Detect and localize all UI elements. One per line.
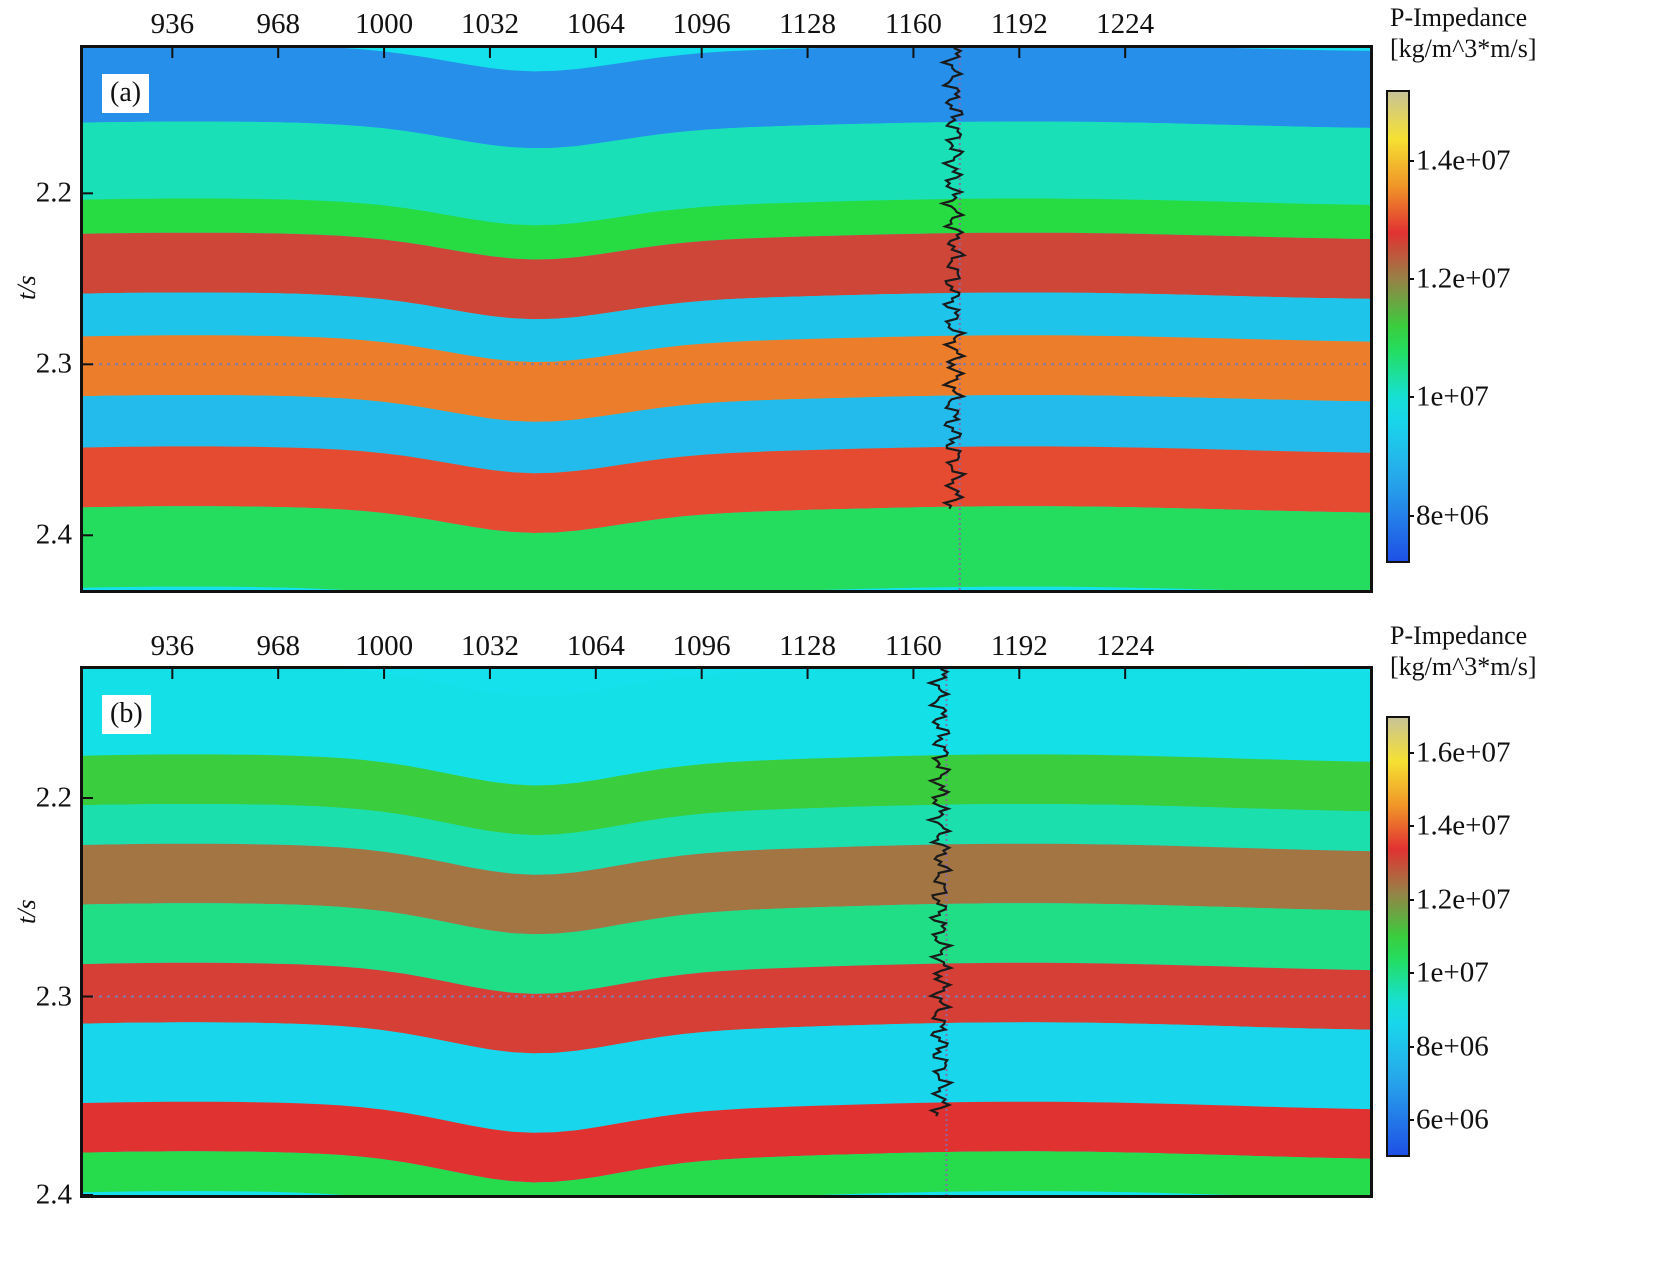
x-tick-label: 936 [150, 8, 195, 40]
x-tick-label: 1128 [779, 8, 837, 40]
colorbar-tick-mark [1408, 825, 1414, 828]
x-tick-label: 1032 [460, 630, 519, 662]
x-tick-label: 1000 [355, 630, 414, 662]
impedance-layer [83, 335, 1370, 422]
heatmap-plot [80, 666, 1373, 1198]
colorbar-title: P-Impedance [kg/m^3*m/s] [1390, 2, 1537, 64]
impedance-layer [83, 121, 1370, 226]
colorbar-tick-label: 6e+06 [1416, 1103, 1489, 1136]
colorbar-title-line2: [kg/m^3*m/s] [1390, 34, 1537, 64]
colorbar-tick-mark [1408, 396, 1414, 399]
x-tick-label: 1192 [990, 8, 1048, 40]
colorbar-tick-label: 1e+07 [1416, 956, 1489, 989]
x-tick-label: 1096 [672, 8, 731, 40]
impedance-layer [83, 754, 1370, 836]
y-axis-label: t/s [12, 275, 41, 300]
x-tick-label: 1224 [1096, 8, 1155, 40]
heatmap-plot [80, 45, 1373, 593]
impedance-layer [83, 506, 1370, 590]
impedance-layer [83, 198, 1370, 260]
y-axis-label: t/s [12, 899, 41, 924]
impedance-layer [83, 292, 1370, 362]
colorbar-tick-label: 1.4e+07 [1416, 144, 1511, 177]
well-log-trace [938, 48, 969, 510]
colorbar-tick-mark [1408, 751, 1414, 754]
y-tick-label: 2.2 [35, 176, 72, 209]
x-tick-label: 1032 [460, 8, 519, 40]
x-tick-label: 968 [256, 630, 300, 662]
y-tick-label: 2.3 [35, 980, 72, 1012]
x-tick-label: 1160 [884, 630, 942, 662]
impedance-layer [83, 48, 1370, 149]
colorbar-title-line2: [kg/m^3*m/s] [1390, 652, 1537, 682]
impedance-layer [83, 232, 1370, 320]
well-log-trace [925, 669, 955, 1117]
colorbar-tick-mark [1408, 1119, 1414, 1122]
colorbar-tick-label: 1.4e+07 [1416, 809, 1511, 842]
colorbar-tick-mark [1408, 1045, 1414, 1048]
x-tick-label: 1064 [566, 630, 625, 662]
x-tick-label: 1128 [779, 630, 837, 662]
colorbar-tick-label: 8e+06 [1416, 1030, 1489, 1063]
y-tick-label: 2.3 [35, 347, 72, 380]
heatmap-svg [83, 669, 1370, 1195]
colorbar-tick-mark [1408, 278, 1414, 281]
impedance-layer [83, 446, 1370, 533]
chart-panel-a: 936 968 1000 1032 1064 1096 1128 1160 1192 1224 2… [0, 0, 1653, 600]
impedance-layer [83, 395, 1370, 474]
panel-label: (b) [102, 695, 151, 734]
y-tick-label: 2.2 [35, 781, 72, 814]
x-tick-label: 1224 [1096, 630, 1155, 662]
impedance-layer [83, 903, 1370, 994]
colorbar-tick-label: 1e+07 [1416, 380, 1489, 413]
impedance-layer [83, 804, 1370, 875]
x-tick-label: 1160 [884, 8, 942, 40]
colorbar-tick-mark [1408, 972, 1414, 975]
colorbar-title: P-Impedance [kg/m^3*m/s] [1390, 620, 1537, 682]
y-tick-label: 2.4 [35, 518, 72, 551]
colorbar [1386, 716, 1410, 1157]
colorbar-tick-label: 8e+06 [1416, 499, 1489, 532]
impedance-layer [83, 669, 1370, 786]
colorbar-tick-label: 1.2e+07 [1416, 262, 1511, 295]
impedance-layer [83, 1151, 1370, 1195]
impedance-layer [83, 962, 1370, 1054]
colorbar-title-line1: P-Impedance [1390, 621, 1528, 650]
colorbar-tick-label: 1.2e+07 [1416, 883, 1511, 916]
impedance-layer [83, 1022, 1370, 1133]
y-tick-label: 2.4 [35, 1178, 72, 1211]
colorbar [1386, 90, 1410, 563]
colorbar-tick-mark [1408, 159, 1414, 162]
colorbar-tick-mark [1408, 514, 1414, 517]
x-tick-label: 1000 [355, 8, 414, 40]
x-tick-label: 1192 [990, 630, 1048, 662]
x-tick-label: 1096 [672, 630, 731, 662]
x-tick-label: 936 [150, 630, 195, 662]
impedance-layer [83, 843, 1370, 935]
x-tick-label: 968 [256, 8, 300, 40]
colorbar-tick-mark [1408, 898, 1414, 901]
chart-panel-b: 936 968 1000 1032 1064 1096 1128 1160 1192 1224 2… [0, 621, 1653, 1265]
impedance-layer [83, 1101, 1370, 1183]
colorbar-tick-label: 1.6e+07 [1416, 736, 1511, 769]
colorbar-title-line1: P-Impedance [1390, 3, 1528, 32]
x-tick-label: 1064 [566, 8, 625, 40]
panel-label: (a) [102, 74, 150, 113]
heatmap-svg [83, 48, 1370, 590]
